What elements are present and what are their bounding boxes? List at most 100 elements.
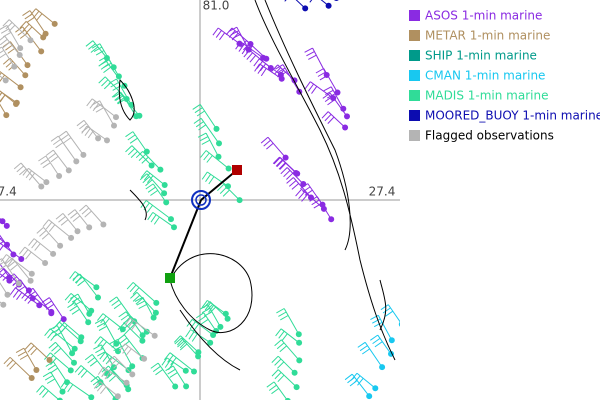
wind-barb: [322, 92, 348, 117]
grid-label: 27.4: [0, 185, 17, 199]
wind-barb: [29, 8, 56, 25]
station-dot: [161, 182, 168, 188]
station-dot: [340, 105, 347, 112]
station-dot: [50, 250, 57, 257]
legend-swatch: [409, 50, 420, 61]
station-dot: [195, 349, 202, 356]
wind-barb: [98, 60, 125, 86]
legend-swatch: [409, 110, 420, 121]
wind-barb: [0, 90, 17, 105]
station-dot: [215, 153, 222, 160]
station-dot: [152, 309, 159, 316]
wind-barb: [49, 325, 73, 354]
station-dot: [17, 84, 24, 91]
legend-label: SHIP 1-min marine: [425, 49, 537, 63]
wind-barb: [111, 91, 140, 117]
station-dot: [119, 326, 126, 333]
station-dot: [0, 218, 6, 225]
wind-barb: [304, 81, 334, 99]
station-dot: [73, 158, 80, 165]
station-dot: [33, 367, 40, 373]
wind-barb: [93, 344, 115, 368]
station-dot: [48, 310, 55, 317]
legend-label: ASOS 1-min marine: [425, 9, 542, 23]
wind-barb: [309, 196, 332, 220]
wind-barb: [109, 338, 133, 367]
wind-barb: [98, 76, 128, 100]
station-dot: [71, 345, 78, 352]
legend: ASOS 1-min marine METAR 1-min marine SHIP …: [409, 9, 600, 143]
wind-barb: [13, 162, 42, 187]
wind-barb: [9, 287, 40, 306]
station-dot: [143, 328, 150, 335]
station-dot: [163, 199, 170, 206]
station-dot: [136, 112, 143, 119]
wind-barb: [38, 155, 60, 177]
station-dot: [111, 122, 117, 129]
station-dot: [182, 367, 189, 374]
wind-barb: [0, 282, 8, 296]
legend-swatch: [409, 10, 420, 21]
wind-barb: [99, 55, 120, 77]
wind-barb: [0, 24, 21, 49]
station-dot: [86, 224, 93, 231]
station-dot: [38, 183, 45, 190]
wind-barb: [79, 204, 104, 225]
station-dot: [334, 89, 341, 96]
wind-barb: [253, 58, 282, 76]
station-dot: [296, 357, 303, 364]
station-dot: [17, 45, 24, 52]
legend-label: MADIS 1-min marine: [425, 89, 548, 103]
station-dot: [225, 165, 232, 172]
wind-barb: [280, 167, 304, 185]
wind-barb: [93, 381, 119, 397]
wind-barb: [126, 282, 157, 304]
station-dot: [24, 62, 31, 69]
station-dot: [217, 323, 224, 330]
station-dot: [139, 332, 146, 339]
station-dot: [115, 348, 121, 355]
station-dot: [278, 75, 285, 82]
wind-barb: [130, 291, 157, 314]
station-dot: [224, 315, 231, 322]
station-dot: [398, 321, 400, 327]
wind-barb: [91, 100, 115, 126]
wind-barb: [42, 371, 63, 392]
wind-barb: [274, 339, 300, 361]
station-dot: [10, 251, 17, 258]
wind-barb: [15, 347, 37, 371]
wind-barb: [54, 319, 82, 338]
wind-barb: [147, 211, 175, 228]
station-dot: [80, 151, 87, 158]
station-dot: [129, 371, 136, 378]
wind-barb: [134, 296, 155, 318]
wind-barb: [200, 150, 229, 169]
wind-barb: [344, 373, 370, 397]
wind-barb: [254, 63, 282, 80]
legend-swatch: [409, 70, 420, 81]
station-dot: [85, 319, 92, 326]
wind-barb: [101, 365, 128, 386]
wind-barb: [64, 293, 92, 312]
wind-barb: [41, 297, 65, 320]
station-dot: [27, 277, 34, 284]
station-dot: [150, 314, 157, 321]
station-dot: [113, 114, 119, 121]
wind-barb: [240, 40, 267, 60]
station-dot: [93, 284, 100, 291]
wind-barb: [44, 328, 76, 350]
wind-barb: [150, 362, 176, 387]
wind-barb: [275, 64, 300, 92]
legend-label: Flagged observations: [425, 129, 554, 143]
station-dot: [168, 216, 174, 223]
wind-barb: [108, 78, 132, 106]
legend-swatch: [409, 130, 420, 141]
wind-barb: [45, 361, 68, 383]
grid-label: 81.0: [203, 0, 230, 13]
station-dot: [2, 77, 9, 84]
station-dot: [11, 63, 18, 70]
station-dot: [213, 125, 220, 132]
wind-barb: [50, 135, 77, 162]
wind-barb: [140, 200, 172, 220]
station-dot: [16, 52, 23, 58]
